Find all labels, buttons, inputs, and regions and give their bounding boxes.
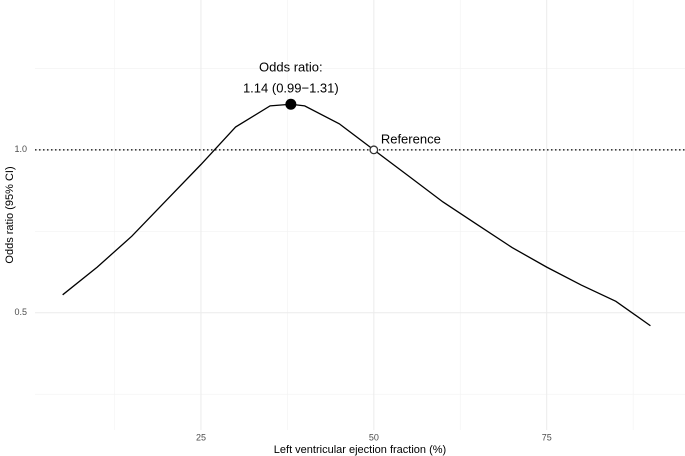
annotation: Odds ratio: xyxy=(259,60,323,75)
x-tick-label: 75 xyxy=(542,432,552,442)
highlight-point xyxy=(285,98,297,110)
x-tick-label: 50 xyxy=(369,432,379,442)
annotation: 1.14 (0.99−1.31) xyxy=(243,81,339,96)
x-tick-label: 25 xyxy=(196,432,206,442)
y-axis-title: Odds ratio (95% CI) xyxy=(4,166,16,263)
y-tick-label: 1.0 xyxy=(14,144,27,154)
x-axis-title: Left ventricular ejection fraction (%) xyxy=(274,444,446,456)
y-tick-label: 0.5 xyxy=(14,307,27,317)
annotation: Reference xyxy=(381,131,441,146)
curve xyxy=(62,103,651,327)
reference-point xyxy=(369,145,379,155)
